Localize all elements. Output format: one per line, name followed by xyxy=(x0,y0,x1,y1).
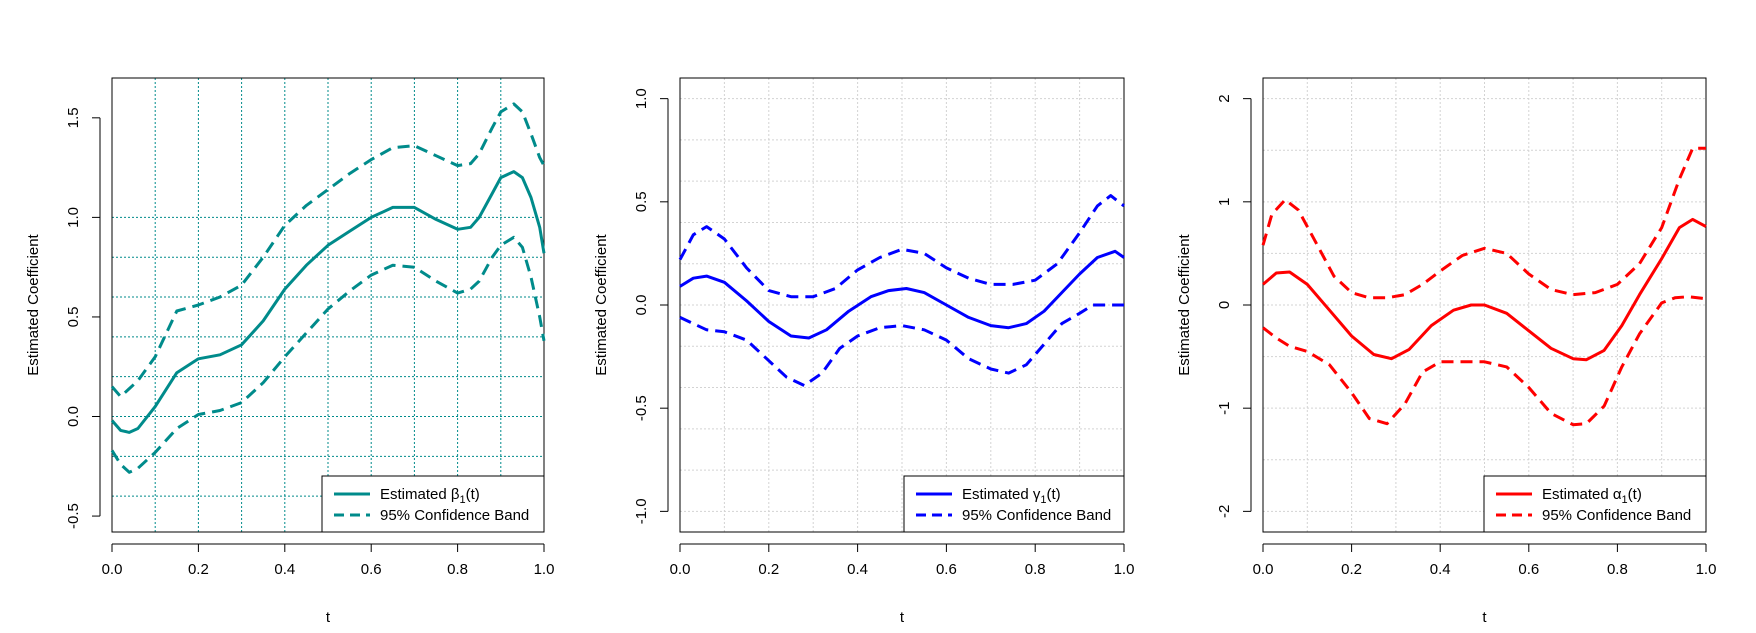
estimate-line xyxy=(679,249,1125,340)
legend: Estimated α1(t)95% Confidence Band xyxy=(1483,475,1707,533)
y-tick-label: 1.0 xyxy=(65,207,82,228)
y-tick-label: 0 xyxy=(1216,301,1233,309)
x-axis-label: t xyxy=(1482,609,1487,626)
legend-entry-subscript: 1 xyxy=(1622,494,1628,506)
x-tick-label: 0.8 xyxy=(1025,561,1046,578)
legend-entry-text: Estimated β xyxy=(380,486,460,503)
legend-entry-label: Estimated α1(t) xyxy=(1542,486,1642,506)
x-tick-label: 0.4 xyxy=(847,561,868,578)
legend-entry-text: 95% Confidence Band xyxy=(1542,507,1691,524)
grid xyxy=(679,78,1125,532)
chart-panel-3: 0.0 0.2 0.4 0.6 0.8 1.0 t -2 -1 0 1 2 Estimated Coef… xyxy=(1176,77,1717,626)
x-axis: 0.0 0.2 0.4 0.6 0.8 1.0 t xyxy=(102,543,555,626)
legend-entry-label: Estimated β1(t) xyxy=(380,486,480,506)
confidence-band-line-2 xyxy=(1262,295,1707,427)
x-tick-label: 1.0 xyxy=(1696,561,1717,578)
legend-entry-label: 95% Confidence Band xyxy=(1542,507,1691,524)
legend-entry-text: Estimated α xyxy=(1542,486,1622,503)
legend: Estimated β1(t)95% Confidence Band xyxy=(321,475,545,533)
x-tick-label: 0.2 xyxy=(758,561,779,578)
x-tick-label: 0.6 xyxy=(936,561,957,578)
y-axis-label: Estimated Coefficient xyxy=(1176,233,1193,375)
y-tick-label: 1 xyxy=(1216,198,1233,206)
y-axis-label: Estimated Coefficient xyxy=(593,233,610,375)
confidence-band-line-2 xyxy=(110,235,546,474)
legend-entry-text: 95% Confidence Band xyxy=(380,507,529,524)
x-tick-label: 0.4 xyxy=(1430,561,1451,578)
legend-box xyxy=(321,475,545,533)
y-tick-label: -2 xyxy=(1216,505,1233,518)
y-tick-label: 0.5 xyxy=(65,307,82,328)
x-tick-label: 0.6 xyxy=(361,561,382,578)
x-axis-label: t xyxy=(900,609,905,626)
legend-box xyxy=(1483,475,1707,533)
y-tick-label: 0.0 xyxy=(65,406,82,427)
y-tick-label: -1 xyxy=(1216,402,1233,415)
grid xyxy=(111,78,545,532)
legend-entry-suffix: (t) xyxy=(1047,486,1061,503)
y-tick-label: -0.5 xyxy=(65,503,82,529)
y-tick-label: 0.5 xyxy=(633,191,650,212)
legend-entry-suffix: (t) xyxy=(466,486,480,503)
y-tick-label: 1.5 xyxy=(65,107,82,128)
y-axis-label: Estimated Coefficient xyxy=(25,233,42,375)
x-tick-label: 0.2 xyxy=(188,561,209,578)
x-axis: 0.0 0.2 0.4 0.6 0.8 1.0 t xyxy=(1253,543,1717,626)
legend-entry-text: 95% Confidence Band xyxy=(962,507,1111,524)
y-tick-label: 2 xyxy=(1216,94,1233,102)
legend-entry-text: Estimated γ xyxy=(962,486,1041,503)
x-axis-label: t xyxy=(326,609,331,626)
y-tick-label: 1.0 xyxy=(633,88,650,109)
y-tick-label: 0.0 xyxy=(633,295,650,316)
legend-entry-suffix: (t) xyxy=(1628,486,1642,503)
legend-entry-label: 95% Confidence Band xyxy=(962,507,1111,524)
chart-panel-1: 0.0 0.2 0.4 0.6 0.8 1.0 t -0.5 0.0 0.5 1.0 1.5 Estim… xyxy=(25,77,555,626)
x-tick-label: 0.8 xyxy=(1607,561,1628,578)
confidence-band-line-1 xyxy=(678,194,1125,299)
x-tick-label: 0.0 xyxy=(102,561,123,578)
confidence-band-line-2 xyxy=(679,303,1124,387)
legend-box xyxy=(903,475,1125,533)
legend: Estimated γ1(t)95% Confidence Band xyxy=(903,475,1125,533)
x-axis: 0.0 0.2 0.4 0.6 0.8 1.0 t xyxy=(670,543,1135,626)
x-tick-label: 0.2 xyxy=(1341,561,1362,578)
chart-panel-2: 0.0 0.2 0.4 0.6 0.8 1.0 t -1.0 -0.5 0.0 0.5 1.0 Esti… xyxy=(593,77,1135,626)
y-axis: -2 -1 0 1 2 Estimated Coefficient xyxy=(1176,94,1252,518)
y-axis: -1.0 -0.5 0.0 0.5 1.0 Estimated Coefficient xyxy=(593,88,669,524)
confidence-band-line-1 xyxy=(1261,146,1706,300)
y-tick-label: -1.0 xyxy=(633,498,650,524)
x-tick-label: 0.6 xyxy=(1518,561,1539,578)
x-tick-label: 0.8 xyxy=(447,561,468,578)
x-tick-label: 1.0 xyxy=(1114,561,1135,578)
x-tick-label: 0.0 xyxy=(670,561,691,578)
legend-entry-subscript: 1 xyxy=(1040,494,1046,506)
legend-entry-label: Estimated γ1(t) xyxy=(962,486,1061,506)
legend-entry-label: 95% Confidence Band xyxy=(380,507,529,524)
x-tick-label: 0.4 xyxy=(274,561,295,578)
y-axis: -0.5 0.0 0.5 1.0 1.5 Estimated Coefficient xyxy=(25,107,101,529)
y-tick-label: -0.5 xyxy=(633,395,650,421)
legend-entry-subscript: 1 xyxy=(460,494,466,506)
estimate-line xyxy=(1262,217,1707,362)
x-tick-label: 0.0 xyxy=(1253,561,1274,578)
x-tick-label: 1.0 xyxy=(534,561,555,578)
estimate-line xyxy=(110,170,546,434)
